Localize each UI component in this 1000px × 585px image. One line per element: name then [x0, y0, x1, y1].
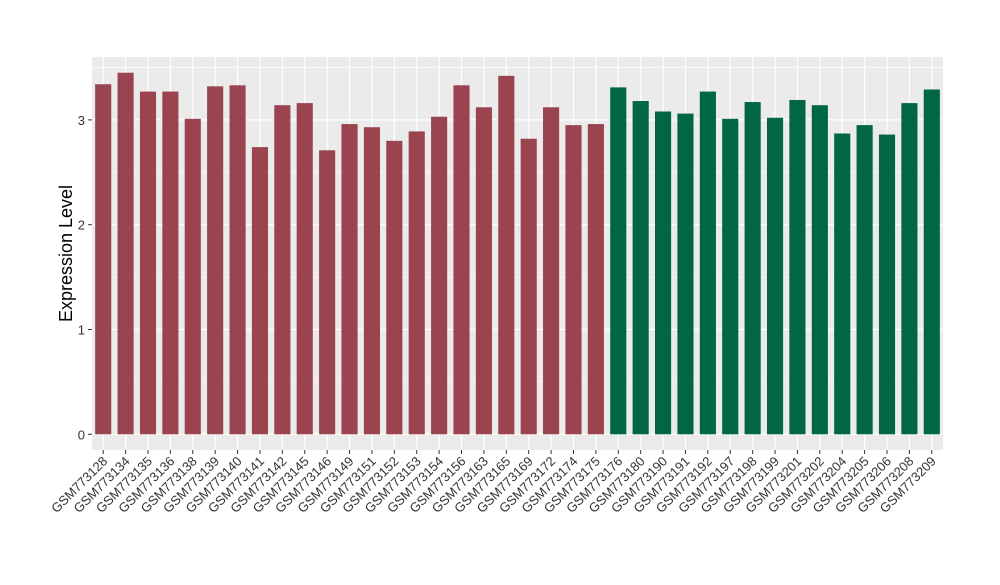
bar-GSM773154 [431, 116, 448, 435]
bar-GSM773156 [453, 85, 470, 435]
bar-GSM773146 [319, 150, 336, 435]
y-tick-label: 3 [78, 113, 85, 128]
bar-GSM773192 [699, 91, 716, 435]
bar-GSM773165 [498, 75, 515, 435]
bar-GSM773180 [632, 101, 649, 435]
bar-GSM773139 [207, 86, 224, 435]
bar-GSM773191 [677, 113, 694, 435]
bar-GSM773172 [543, 107, 560, 435]
x-axis: GSM773128GSM773134GSM773135GSM773136GSM7… [48, 450, 939, 516]
bar-GSM773198 [744, 102, 761, 435]
bar-GSM773190 [655, 111, 672, 435]
bar-GSM773149 [341, 124, 358, 435]
bar-GSM773140 [229, 85, 246, 435]
bar-GSM773135 [139, 91, 157, 435]
bar-GSM773201 [789, 99, 806, 435]
bar-GSM773138 [184, 118, 201, 435]
bar-GSM773176 [610, 87, 627, 435]
y-tick-label: 1 [78, 322, 85, 337]
bars [95, 72, 940, 435]
bar-GSM773174 [565, 125, 582, 435]
bar-GSM773153 [408, 131, 425, 435]
bar-GSM773204 [834, 133, 851, 435]
bar-GSM773163 [475, 107, 492, 435]
bar-GSM773175 [587, 124, 604, 435]
bar-GSM773169 [520, 138, 537, 435]
bar-GSM773208 [901, 103, 918, 435]
bar-GSM773202 [811, 105, 828, 435]
y-tick-label: 2 [78, 218, 85, 233]
bar-GSM773128 [95, 84, 112, 435]
bar-GSM773151 [363, 127, 380, 435]
bar-GSM773199 [766, 117, 784, 435]
bar-GSM773141 [251, 147, 269, 435]
bar-GSM773205 [856, 125, 873, 435]
bar-GSM773152 [386, 140, 403, 435]
bar-GSM773134 [117, 72, 134, 435]
bar-GSM773142 [274, 105, 291, 435]
bar-GSM773197 [722, 118, 739, 435]
bar-GSM773206 [878, 134, 896, 435]
bar-GSM773209 [923, 89, 940, 435]
y-axis-label: Expression Level [56, 185, 76, 322]
y-axis: 0 1 2 3 [78, 113, 92, 442]
bar-GSM773145 [296, 103, 313, 435]
y-tick-label: 0 [78, 427, 85, 442]
bar-GSM773136 [162, 91, 179, 435]
